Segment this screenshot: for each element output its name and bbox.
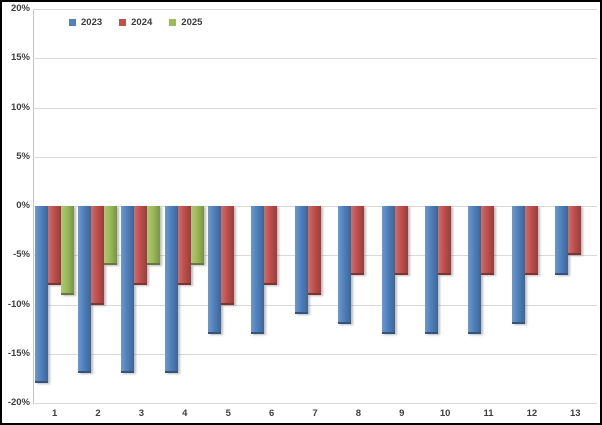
- bar-2023-cat5[interactable]: [208, 206, 221, 334]
- bar-2024-cat5[interactable]: [221, 206, 234, 305]
- bar-2024-cat2[interactable]: [90, 206, 104, 305]
- bar-2023-cat8[interactable]: [338, 206, 352, 325]
- legend-label-2023: 2023: [81, 17, 103, 28]
- gridline-15: [33, 58, 597, 60]
- y-tick-label-5%: 5%: [16, 150, 30, 162]
- legend-label-2024: 2024: [131, 17, 153, 28]
- bar-2023-cat12[interactable]: [511, 206, 525, 325]
- x-tick-label-7: 7: [312, 408, 318, 419]
- legend-swatch-2023: [69, 19, 76, 26]
- legend-swatch-2025: [169, 19, 177, 26]
- bar-2023-cat1[interactable]: [34, 206, 48, 384]
- y-tick-label-15%: 15%: [10, 52, 30, 64]
- gridline-10: [33, 107, 597, 109]
- x-tick-label-11: 11: [483, 408, 494, 419]
- gridline--15: [33, 353, 597, 355]
- plot-area: [33, 9, 597, 404]
- y-tick-label--5%: -5%: [13, 249, 30, 261]
- x-tick-label-5: 5: [225, 408, 231, 419]
- gridline--20: [33, 403, 597, 404]
- bar-2023-cat10[interactable]: [425, 206, 438, 334]
- bar-2023-cat2[interactable]: [77, 206, 91, 374]
- bar-2023-cat11[interactable]: [468, 206, 482, 334]
- legend-item-2025[interactable]: 2025: [169, 17, 202, 28]
- legend-swatch-2024: [119, 19, 127, 26]
- y-tick-label--15%: -15%: [7, 347, 30, 359]
- bar-2024-cat13[interactable]: [568, 206, 582, 256]
- y-tick-label--20%: -20%: [7, 397, 30, 408]
- bar-2024-cat3[interactable]: [134, 206, 148, 285]
- x-tick-label-1: 1: [52, 408, 58, 419]
- legend-label-2025: 2025: [181, 17, 203, 28]
- x-tick-label-10: 10: [439, 408, 451, 419]
- x-tick-label-2: 2: [95, 408, 101, 419]
- gridline-5: [33, 156, 597, 158]
- x-tick-label-3: 3: [138, 408, 145, 419]
- x-tick-label-9: 9: [399, 408, 405, 419]
- bar-2024-cat11[interactable]: [481, 206, 495, 275]
- bar-2025-cat2[interactable]: [103, 206, 117, 266]
- y-tick-label-10%: 10%: [10, 101, 30, 113]
- bar-2024-cat9[interactable]: [394, 206, 408, 275]
- bar-2024-cat8[interactable]: [351, 206, 365, 275]
- bar-2023-cat7[interactable]: [294, 206, 308, 315]
- x-tick-label-12: 12: [526, 408, 538, 419]
- bar-2025-cat3[interactable]: [147, 206, 161, 266]
- x-tick-label-8: 8: [355, 408, 362, 419]
- bar-2023-cat4[interactable]: [164, 206, 178, 374]
- bar-2024-cat6[interactable]: [264, 206, 278, 285]
- legend: 2023 2024 2025: [69, 17, 202, 28]
- bar-2023-cat9[interactable]: [381, 206, 395, 334]
- x-tick-label-13: 13: [570, 408, 581, 419]
- y-tick-label-0%: 0%: [16, 200, 30, 211]
- bar-2024-cat12[interactable]: [524, 206, 538, 275]
- gridline--10: [33, 304, 597, 306]
- x-tick-label-4: 4: [182, 408, 188, 419]
- y-tick-label-20%: 20%: [10, 3, 30, 14]
- bar-2025-cat1[interactable]: [60, 206, 74, 295]
- bar-2023-cat3[interactable]: [121, 206, 135, 374]
- bar-2025-cat4[interactable]: [190, 206, 204, 266]
- gridline-20: [33, 9, 597, 10]
- legend-item-2024[interactable]: 2024: [119, 17, 152, 28]
- bar-2024-cat4[interactable]: [177, 206, 191, 285]
- legend-item-2023[interactable]: 2023: [69, 17, 102, 28]
- bar-2024-cat7[interactable]: [307, 206, 321, 295]
- bar-2024-cat10[interactable]: [438, 206, 451, 275]
- y-tick-label--10%: -10%: [7, 298, 30, 310]
- bar-2024-cat1[interactable]: [47, 206, 61, 285]
- bar-2023-cat6[interactable]: [251, 206, 265, 334]
- bar-2023-cat13[interactable]: [555, 206, 569, 275]
- x-tick-label-6: 6: [268, 408, 275, 419]
